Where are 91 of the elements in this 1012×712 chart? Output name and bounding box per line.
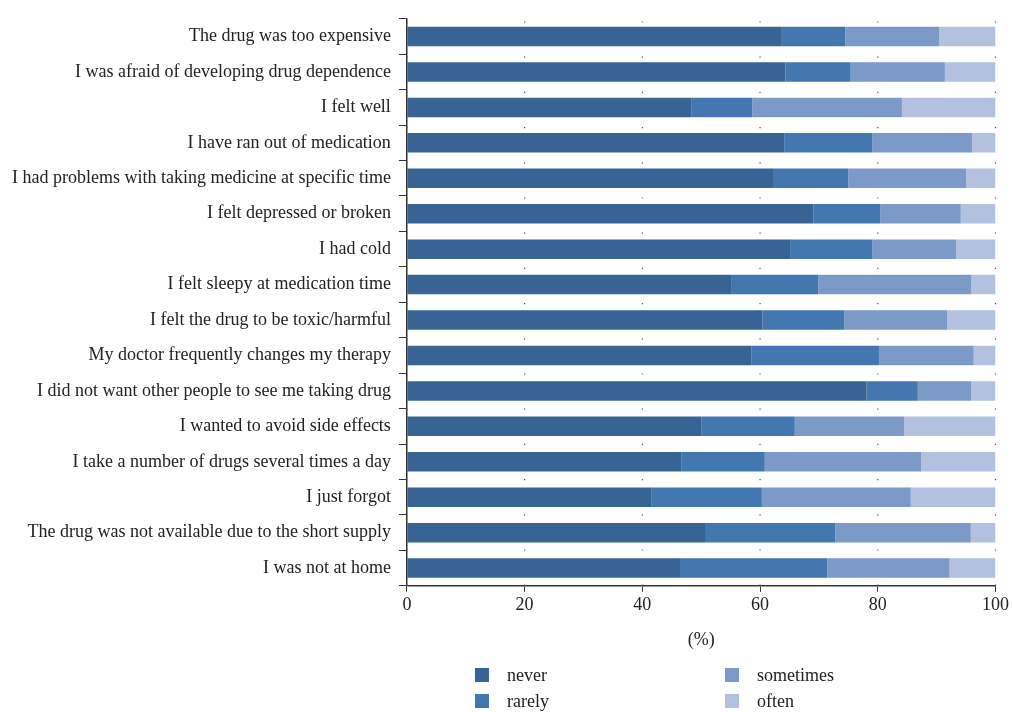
legend-label: never xyxy=(507,664,547,686)
bar xyxy=(407,168,774,189)
bar xyxy=(971,381,996,401)
bar xyxy=(971,133,996,153)
bar xyxy=(407,558,680,578)
bar xyxy=(878,345,974,366)
legend-label: sometimes xyxy=(757,664,834,686)
bar xyxy=(938,26,996,47)
bar xyxy=(960,203,996,224)
bar xyxy=(848,168,967,189)
bar xyxy=(407,133,785,153)
bar xyxy=(971,274,996,295)
bar xyxy=(680,558,828,578)
bar xyxy=(407,487,652,507)
bar xyxy=(407,203,814,224)
bar xyxy=(880,203,961,224)
y-tick-label: I felt sleepy at medication time xyxy=(167,273,391,294)
y-tick-label: I just forgot xyxy=(306,485,391,506)
bar xyxy=(910,487,996,507)
x-tick-label: 40 xyxy=(633,594,652,615)
bar xyxy=(872,133,972,153)
bar xyxy=(818,274,972,295)
bar xyxy=(761,487,911,507)
y-tick-label: I felt well xyxy=(320,96,391,117)
bar xyxy=(844,310,948,330)
bar xyxy=(790,239,873,259)
bar xyxy=(701,416,795,437)
x-tick-label: 80 xyxy=(868,594,887,615)
bar xyxy=(751,345,879,366)
bar xyxy=(970,522,996,543)
bar xyxy=(731,274,819,295)
y-tick-label: I had cold xyxy=(318,237,391,258)
bar xyxy=(781,26,846,47)
bar xyxy=(407,239,791,259)
y-tick-label: The drug was not available due to the short supply xyxy=(27,521,391,542)
bar xyxy=(407,345,752,366)
y-tick-label: My doctor frequently changes my therapy xyxy=(88,344,391,365)
bar xyxy=(835,522,971,543)
bar xyxy=(794,416,905,437)
bar xyxy=(956,239,996,259)
x-axis-title: (%) xyxy=(687,628,715,650)
bar xyxy=(866,381,918,401)
bar xyxy=(407,381,867,401)
bar xyxy=(705,522,836,543)
bar xyxy=(681,452,765,472)
x-tick-label: 0 xyxy=(402,594,412,615)
legend-label: often xyxy=(757,690,794,712)
bar xyxy=(407,62,786,82)
y-tick-label: I was not at home xyxy=(262,556,391,577)
y-tick-label: I felt depressed or broken xyxy=(206,202,391,223)
legend-label: rarely xyxy=(507,690,549,712)
bar xyxy=(407,452,682,472)
bar xyxy=(921,452,996,472)
bar xyxy=(651,487,762,507)
bar xyxy=(407,274,732,295)
bar xyxy=(407,310,763,330)
bar xyxy=(947,310,996,330)
bar xyxy=(901,97,996,118)
bar xyxy=(762,310,845,330)
bar xyxy=(407,26,782,47)
bar xyxy=(407,97,692,118)
bar xyxy=(917,381,972,401)
bar xyxy=(764,452,922,472)
bar xyxy=(973,345,996,366)
x-tick-label: 60 xyxy=(751,594,770,615)
y-tick-label: I had problems with taking medicine at specific time xyxy=(12,167,391,187)
bar xyxy=(845,26,939,47)
bar xyxy=(691,97,753,118)
bar xyxy=(785,62,851,82)
x-tick-label: 100 xyxy=(982,594,1009,615)
bar xyxy=(872,239,957,259)
y-tick-label: I was afraid of developing drug dependence xyxy=(75,60,391,81)
y-tick-label: I have ran out of medication xyxy=(187,131,391,152)
x-tick-label: 20 xyxy=(515,594,534,615)
bar xyxy=(850,62,945,82)
y-tick-label: I wanted to avoid side effects xyxy=(179,415,391,436)
bar xyxy=(407,416,702,437)
y-tick-label: The drug was too expensive xyxy=(188,25,391,46)
y-tick-label: I take a number of drugs several times a day xyxy=(72,450,391,471)
bar xyxy=(813,203,881,224)
y-tick-label: I felt the drug to be toxic/harmful xyxy=(149,308,391,329)
bar xyxy=(827,558,950,578)
bar xyxy=(773,168,849,189)
bar xyxy=(904,416,996,437)
bar xyxy=(752,97,902,118)
bar xyxy=(407,522,706,543)
bar xyxy=(784,133,873,153)
bar xyxy=(966,168,996,189)
y-tick-label: I did not want other people to see me taking drug xyxy=(36,379,391,400)
bar xyxy=(944,62,996,82)
bar xyxy=(949,558,996,578)
